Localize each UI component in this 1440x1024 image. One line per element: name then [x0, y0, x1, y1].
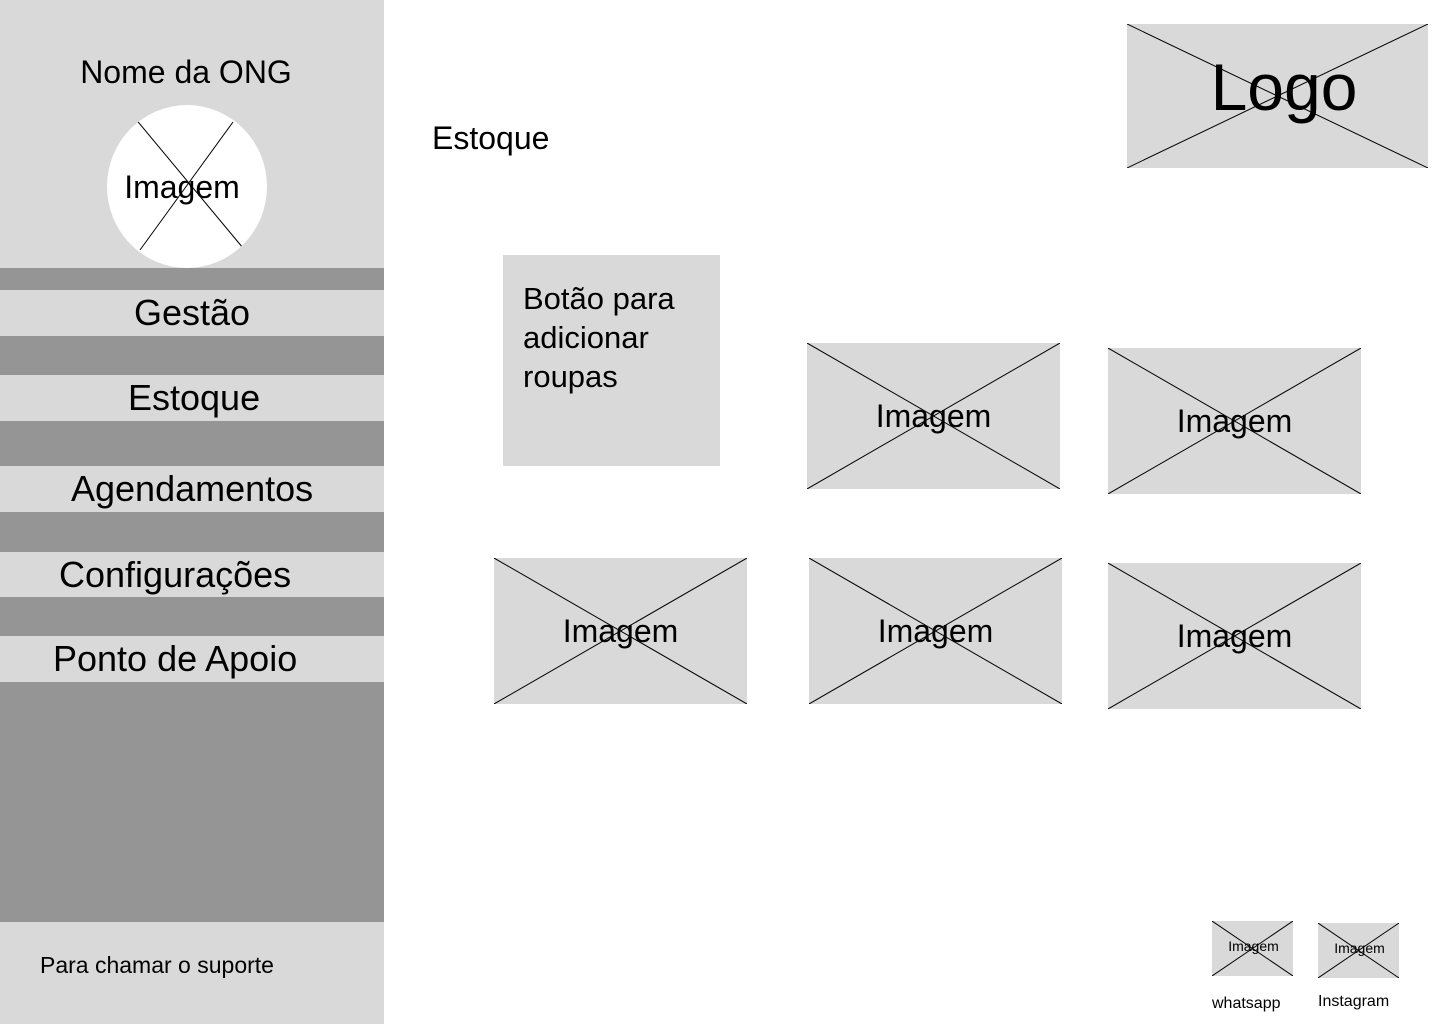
- logo-label: Logo: [1210, 50, 1358, 124]
- support-link[interactable]: Para chamar o suporte: [40, 952, 274, 978]
- clothing-item-image[interactable]: Imagem: [1108, 563, 1361, 709]
- org-name: Nome da ONG: [80, 54, 292, 90]
- placeholder-cross-icon: [807, 343, 1060, 489]
- placeholder-cross-icon: [1318, 923, 1399, 978]
- instagram-icon[interactable]: Imagem: [1318, 923, 1399, 978]
- add-clothes-button-label: Botão para adicionar roupas: [523, 281, 675, 394]
- sidebar-item-ponto-de-apoio[interactable]: Ponto de Apoio: [0, 636, 384, 682]
- sidebar-filler: [0, 682, 384, 922]
- nav-separator: [0, 336, 384, 375]
- clothing-item-label: Imagem: [1176, 617, 1293, 654]
- clothing-item-image[interactable]: Imagem: [807, 343, 1060, 489]
- clothing-item-label: Imagem: [877, 612, 994, 649]
- org-avatar: Imagem: [107, 105, 267, 268]
- sidebar-item-label: Estoque: [128, 377, 261, 418]
- sidebar: Nome da ONG Imagem Gestão Estoque Agenda…: [0, 0, 384, 1024]
- clothing-item-label: Imagem: [1176, 402, 1293, 439]
- clothing-item-label: Imagem: [562, 612, 679, 649]
- placeholder-cross-icon: [809, 558, 1062, 704]
- nav-separator: [0, 597, 384, 636]
- placeholder-cross-icon: [1108, 563, 1361, 709]
- clothing-item-image[interactable]: Imagem: [809, 558, 1062, 704]
- sidebar-item-agendamentos[interactable]: Agendamentos: [0, 466, 384, 512]
- sidebar-item-label: Gestão: [134, 292, 251, 333]
- avatar-label: Imagem: [124, 169, 240, 205]
- sidebar-item-gestao[interactable]: Gestão: [0, 290, 384, 336]
- placeholder-cross-icon: [1127, 24, 1428, 168]
- instagram-image-label: Imagem: [1334, 940, 1385, 956]
- sidebar-item-label: Configurações: [59, 553, 292, 595]
- clothing-item-image[interactable]: Imagem: [494, 558, 747, 704]
- instagram-caption: Instagram: [1318, 993, 1390, 1010]
- nav-separator: [0, 268, 384, 290]
- nav-separator: [0, 421, 384, 466]
- sidebar-item-label: Agendamentos: [71, 468, 314, 509]
- whatsapp-icon[interactable]: Imagem: [1212, 921, 1293, 976]
- sidebar-item-label: Ponto de Apoio: [53, 638, 298, 679]
- placeholder-cross-icon: [1108, 348, 1361, 494]
- whatsapp-caption: whatsapp: [1212, 995, 1281, 1012]
- placeholder-cross-icon: [494, 558, 747, 704]
- nav-separator: [0, 512, 384, 552]
- sidebar-item-configuracoes[interactable]: Configurações: [0, 552, 384, 597]
- clothing-item-image[interactable]: Imagem: [1108, 348, 1361, 494]
- logo: Logo: [1127, 24, 1428, 168]
- whatsapp-image-label: Imagem: [1228, 938, 1279, 954]
- sidebar-item-estoque[interactable]: Estoque: [0, 375, 384, 421]
- avatar-cross-icon: [133, 116, 244, 251]
- add-clothes-button[interactable]: Botão para adicionar roupas: [503, 255, 720, 466]
- page-title: Estoque: [432, 120, 550, 156]
- placeholder-cross-icon: [1212, 921, 1293, 976]
- clothing-item-label: Imagem: [875, 397, 992, 434]
